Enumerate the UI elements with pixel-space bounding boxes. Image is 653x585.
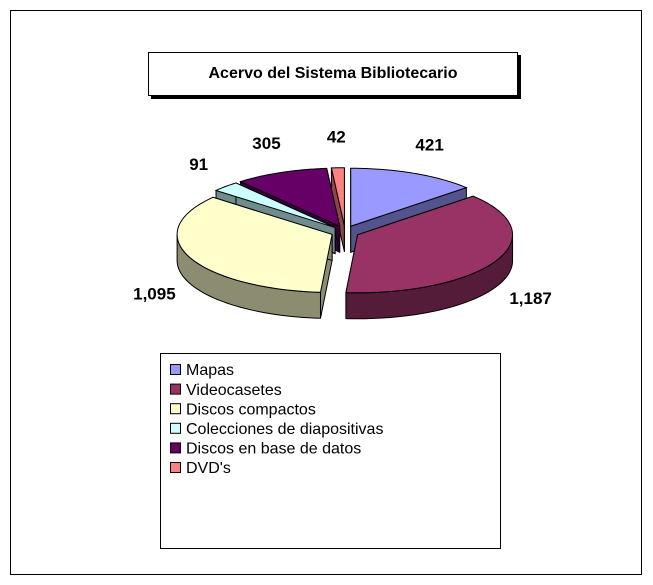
slice bbox=[239, 167, 341, 228]
legend-swatch bbox=[170, 403, 181, 415]
legend-label: DVD's bbox=[186, 460, 231, 477]
data-label: 1,095 bbox=[133, 284, 176, 303]
legend-label: Videocasetes bbox=[186, 382, 282, 399]
legend-swatch bbox=[170, 442, 181, 454]
slice bbox=[176, 196, 333, 293]
data-label: 91 bbox=[189, 155, 208, 174]
pie-tops bbox=[176, 167, 514, 294]
legend-swatch bbox=[170, 422, 181, 434]
legend-box bbox=[160, 353, 501, 549]
chart-title: Acervo del Sistema Bibliotecario bbox=[209, 65, 458, 82]
slice bbox=[345, 195, 514, 294]
legend-swatch bbox=[170, 364, 181, 375]
legend-label: Discos compactos bbox=[186, 401, 316, 418]
slice bbox=[350, 167, 468, 227]
legend-swatch bbox=[170, 462, 181, 473]
legend-swatch bbox=[170, 383, 181, 395]
legend-label: Mapas bbox=[186, 362, 234, 379]
legend-label: Discos en base de datos bbox=[186, 441, 361, 458]
data-label: 42 bbox=[327, 127, 346, 146]
slice bbox=[330, 167, 345, 226]
data-label: 305 bbox=[252, 134, 280, 153]
legend-label: Colecciones de diapositivas bbox=[186, 421, 383, 438]
title-box bbox=[148, 52, 518, 96]
data-label: 421 bbox=[415, 135, 443, 154]
slice bbox=[214, 182, 336, 229]
data-label: 1,187 bbox=[509, 289, 552, 308]
